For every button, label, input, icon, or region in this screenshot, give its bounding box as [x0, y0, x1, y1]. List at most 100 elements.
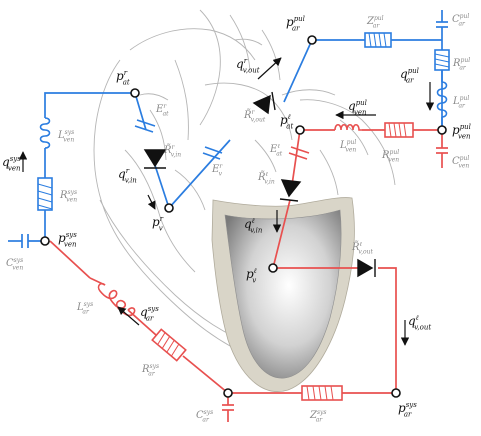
- label-R-v-in-l: R̃ℓ v,in: [257, 171, 275, 186]
- label-subscript: v,out: [243, 66, 260, 74]
- label-superscript: r: [244, 57, 248, 65]
- label-q-v-in-l: qℓ v,in: [244, 217, 263, 234]
- label-C-ven-sys: Csys ven: [6, 257, 23, 272]
- label-subscript: ven: [12, 265, 23, 272]
- label-superscript: sys: [65, 129, 75, 136]
- label-R-ven-sys: Rsys ven: [59, 189, 77, 204]
- label-R-ar-pul: Rpul ar: [452, 57, 470, 72]
- label-C-ar-pul: Cpul ar: [452, 13, 469, 28]
- label-symbol: R̃: [163, 144, 172, 156]
- label-subscript: at: [123, 78, 130, 86]
- systemic-components: [89, 122, 414, 401]
- label-symbol: E: [211, 164, 220, 175]
- label-symbol: R: [59, 190, 68, 201]
- label-subscript: ar: [82, 309, 90, 316]
- label-p-v-r: pr v: [152, 215, 164, 232]
- node-p-at-r: [130, 88, 140, 98]
- label-superscript: r: [172, 144, 176, 151]
- label-symbol: q: [118, 167, 126, 181]
- node-p-ar-sys: [391, 388, 401, 398]
- label-subscript: ven: [63, 137, 74, 144]
- systemic-venous-resistance-resistor: [37, 177, 53, 211]
- label-symbol: p: [116, 69, 124, 83]
- label-subscript: v,out: [358, 249, 373, 256]
- right-atrial-elastance-capacitor-b: [134, 125, 154, 133]
- label-symbol: L: [452, 96, 460, 107]
- label-symbol: q: [2, 155, 10, 169]
- label-R-ar-sys: Rsys ar: [141, 363, 159, 378]
- label-symbol: E: [269, 144, 278, 155]
- label-subscript: ar: [458, 103, 466, 110]
- label-superscript: pul: [374, 15, 384, 22]
- label-symbol: p: [58, 231, 66, 245]
- label-superscript: sys: [84, 301, 94, 308]
- label-symbol: C: [196, 410, 204, 421]
- label-symbol: p: [246, 267, 254, 281]
- label-subscript: ar: [146, 314, 154, 322]
- label-symbol: L: [339, 140, 347, 151]
- label-superscript: ℓ: [360, 241, 363, 248]
- label-symbol: C: [6, 258, 14, 269]
- label-subscript: v,in: [250, 226, 263, 234]
- label-symbol: C: [452, 14, 460, 25]
- label-superscript: sys: [317, 409, 327, 416]
- heart-valves: [143, 91, 376, 278]
- right-ventricle-elastance-capacitor-a: [204, 146, 223, 154]
- label-subscript: ven: [458, 132, 471, 140]
- q-ar-sys-arrow: [117, 306, 140, 326]
- label-R-ven-pul: Rpul ven: [381, 149, 399, 164]
- label-p-ar-sys: psys ar: [398, 401, 417, 418]
- label-superscript: r: [219, 163, 223, 170]
- label-E-at-r: Er at: [155, 103, 169, 118]
- label-subscript: v,out: [414, 323, 431, 331]
- label-q-ven-sys: qsys ven: [2, 155, 21, 172]
- label-R-v-out-l: R̃ℓ v,out: [351, 241, 373, 256]
- label-q-ven-pul: qpul ven: [348, 99, 367, 116]
- label-R-v-out-r: R̃r v,out: [243, 109, 266, 124]
- label-subscript: ar: [292, 24, 300, 32]
- label-superscript: r: [252, 109, 256, 116]
- label-symbol: R: [141, 364, 150, 375]
- label-q-v-in-r: qr v,in: [118, 167, 137, 184]
- label-symbol: Z: [309, 410, 318, 421]
- node-p-v-r: [164, 203, 174, 213]
- label-superscript: sys: [150, 363, 160, 370]
- label-subscript: v,in: [264, 179, 275, 186]
- aortic-valve-diode: [357, 258, 376, 278]
- label-superscript: r: [124, 69, 128, 77]
- label-subscript: at: [276, 151, 283, 158]
- flow-arrows: [18, 57, 435, 346]
- label-q-ar-sys: qsys ar: [140, 305, 159, 322]
- label-subscript: ven: [388, 157, 399, 164]
- label-symbol: q: [236, 57, 244, 71]
- pulmonary-arterial-impedance-resistor: [364, 32, 392, 48]
- label-symbol: L: [76, 302, 84, 313]
- pulmonary-arterial-inductance-coil: [436, 81, 448, 118]
- label-superscript: pul: [460, 13, 470, 20]
- label-q-v-out-r: qr v,out: [236, 57, 260, 74]
- label-superscript: sys: [68, 189, 78, 196]
- label-subscript: ar: [404, 410, 412, 418]
- label-superscript: pul: [460, 155, 470, 162]
- label-superscript: ℓ: [277, 143, 280, 150]
- label-p-at-l: pℓ at: [280, 113, 293, 130]
- label-subscript: v: [159, 224, 163, 232]
- label-symbol: L: [57, 130, 65, 141]
- node-p-v-l: [268, 263, 278, 273]
- tricuspid-valve-diode: [143, 149, 167, 169]
- label-symbol: q: [140, 305, 148, 319]
- node-p-ar-sys-junction: [223, 388, 233, 398]
- label-symbol: R̃: [243, 109, 252, 121]
- label-p-at-r: pr at: [116, 69, 130, 86]
- pressure-nodes: [40, 35, 447, 398]
- label-symbol: R: [452, 58, 461, 69]
- label-superscript: r: [163, 103, 167, 110]
- label-subscript: v: [219, 171, 223, 178]
- label-symbol: p: [398, 401, 406, 415]
- label-superscript: pul: [356, 99, 367, 107]
- q-v-out-r-arrow: [257, 57, 282, 80]
- label-superscript: r: [160, 215, 164, 223]
- node-p-at-l: [295, 125, 305, 135]
- label-symbol: p: [152, 215, 160, 229]
- label-symbol: p: [452, 123, 460, 137]
